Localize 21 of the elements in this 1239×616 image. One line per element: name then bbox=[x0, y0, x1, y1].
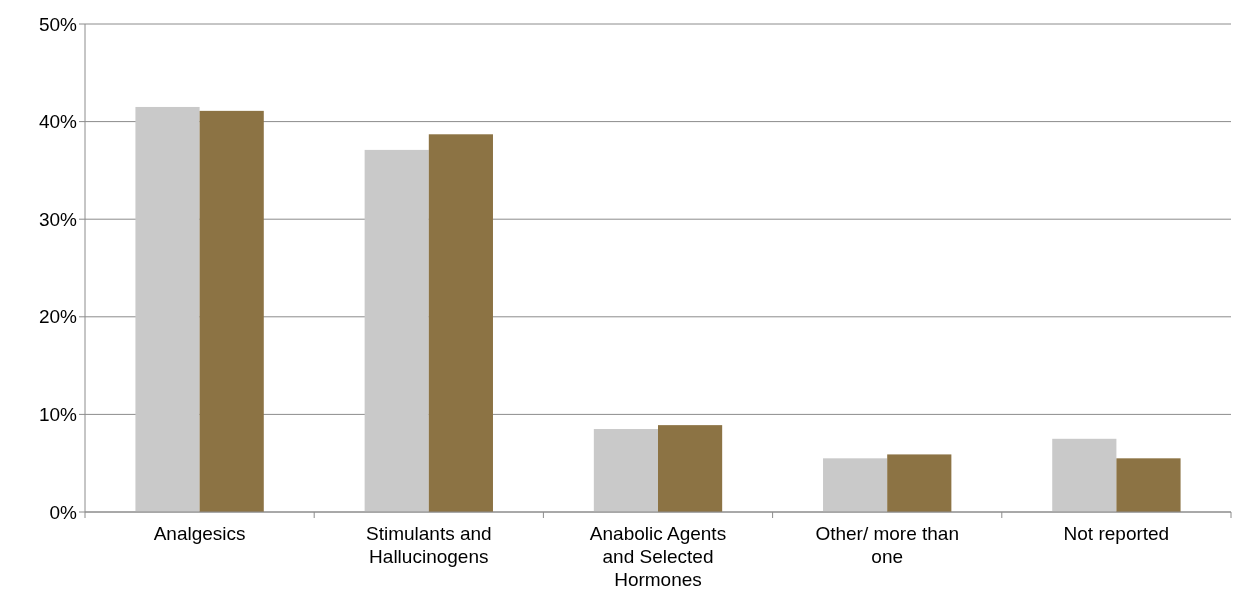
bar bbox=[1116, 458, 1181, 512]
bar bbox=[658, 425, 723, 512]
y-tick-label: 30% bbox=[38, 208, 78, 230]
bar bbox=[199, 110, 264, 512]
x-tick-label: Other/ more than one bbox=[815, 523, 960, 567]
y-tick-label: 40% bbox=[38, 111, 78, 133]
x-tick-label: Anabolic Agents and Selected Hormones bbox=[589, 523, 727, 590]
y-tick-label: 50% bbox=[38, 13, 78, 35]
bar bbox=[823, 458, 888, 512]
bar bbox=[428, 134, 493, 512]
y-tick-label: 20% bbox=[38, 306, 78, 328]
x-tick-label: Not reported bbox=[1063, 523, 1170, 544]
x-tick-label: Stimulants and Hallucinogens bbox=[365, 523, 492, 567]
bar bbox=[593, 429, 658, 512]
y-tick-label: 10% bbox=[38, 404, 78, 426]
bar bbox=[887, 454, 952, 512]
y-tick-label: 0% bbox=[49, 501, 78, 523]
bar bbox=[364, 149, 429, 512]
bar bbox=[135, 106, 200, 512]
x-tick-label: Analgesics bbox=[153, 523, 246, 544]
bar bbox=[1052, 438, 1117, 512]
